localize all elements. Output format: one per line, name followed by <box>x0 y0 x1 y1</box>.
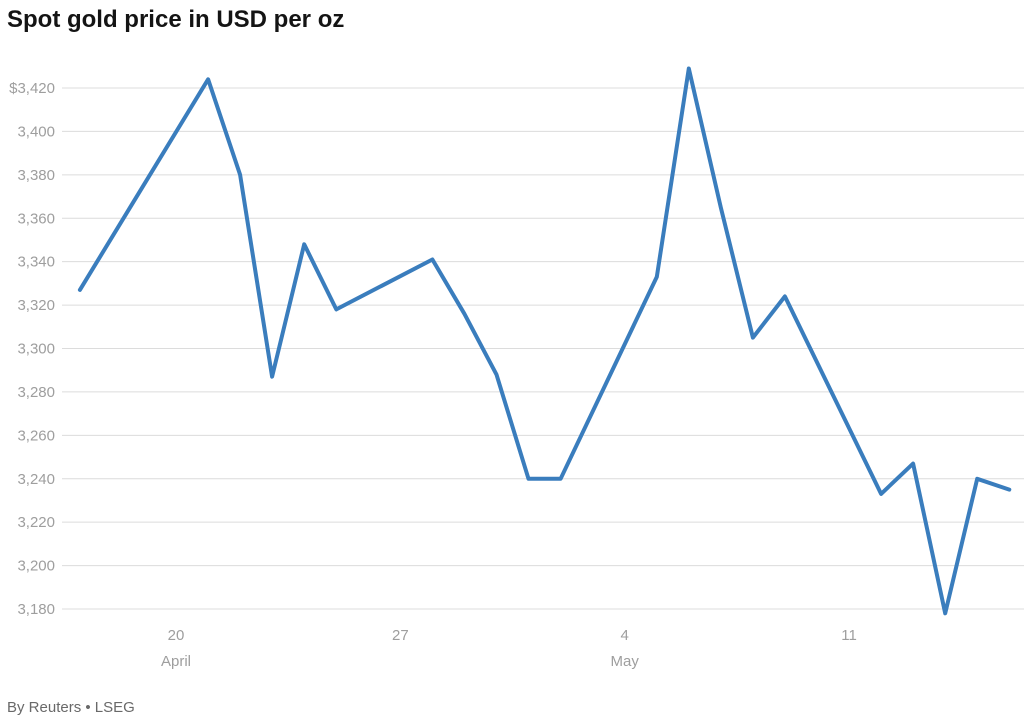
y-tick-label: 3,280 <box>17 384 55 401</box>
y-tick-label: 3,260 <box>17 427 55 444</box>
y-tick-label: 3,400 <box>17 123 55 140</box>
y-tick-label: 3,180 <box>17 601 55 618</box>
chart-title: Spot gold price in USD per oz <box>7 6 345 33</box>
y-tick-label: 3,200 <box>17 558 55 575</box>
y-tick-label: $3,420 <box>9 80 55 97</box>
x-tick-label: 20 <box>168 627 185 644</box>
y-tick-label: 3,380 <box>17 167 55 184</box>
x-tick-label: 27 <box>392 627 409 644</box>
y-tick-label: 3,220 <box>17 514 55 531</box>
source-attribution: By Reuters • LSEG <box>7 699 135 716</box>
x-tick-label: 4 <box>621 627 629 644</box>
x-month-label: April <box>161 653 191 670</box>
price-line <box>77 66 1012 616</box>
gridlines <box>62 87 1024 610</box>
y-tick-label: 3,360 <box>17 210 55 227</box>
x-tick-label: 11 <box>841 627 857 644</box>
x-axis-labels: 20 April 27 4 May 11 <box>161 627 857 670</box>
y-tick-label: 3,300 <box>17 341 55 358</box>
y-axis-labels: 3,180 3,200 3,220 3,240 3,260 3,280 3,300 3,320… <box>9 80 55 618</box>
y-tick-label: 3,240 <box>17 471 55 488</box>
y-tick-label: 3,320 <box>17 297 55 314</box>
y-tick-label: 3,340 <box>17 254 55 271</box>
x-month-label: May <box>611 653 640 670</box>
